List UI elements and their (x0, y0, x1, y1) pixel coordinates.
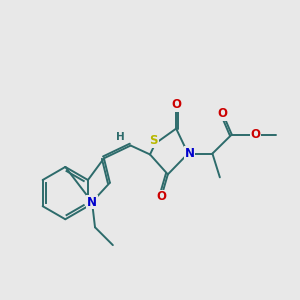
Text: O: O (250, 128, 260, 141)
Text: O: O (156, 190, 166, 203)
Text: H: H (116, 132, 125, 142)
Text: N: N (184, 147, 194, 160)
Text: O: O (218, 107, 228, 120)
Text: N: N (87, 196, 97, 208)
Text: S: S (150, 134, 158, 147)
Text: O: O (171, 98, 181, 111)
